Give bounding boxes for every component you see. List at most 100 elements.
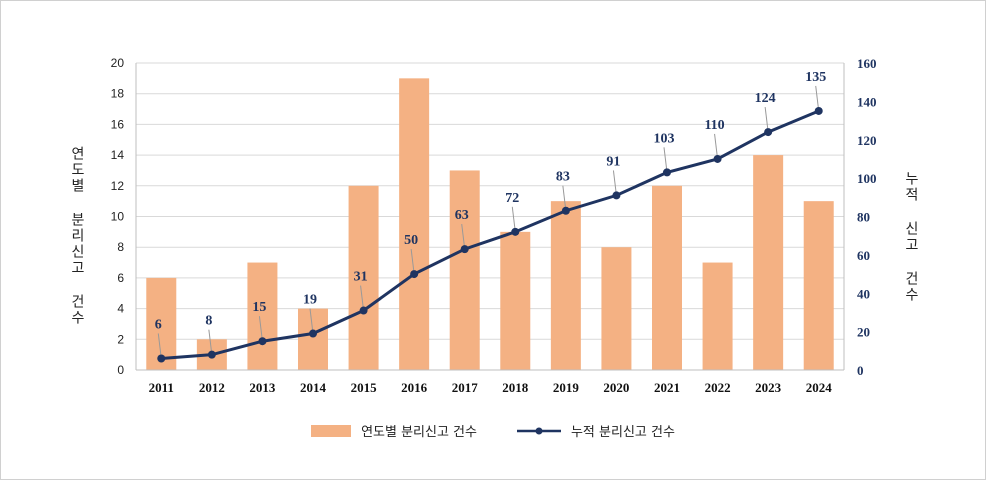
data-label: 6	[155, 317, 162, 332]
data-label: 19	[303, 293, 317, 308]
cumulative-point	[157, 354, 166, 363]
cumulative-point	[207, 350, 216, 359]
data-label-leader	[410, 249, 415, 275]
data-label-leader	[815, 85, 820, 112]
y-right-tick-label: 120	[857, 133, 877, 148]
bar	[247, 262, 278, 370]
x-tick-label: 2022	[705, 380, 731, 395]
x-tick-label: 2019	[553, 380, 580, 395]
y-right-tick-label: 160	[857, 56, 877, 71]
y-right-tick-label: 80	[857, 210, 870, 225]
x-tick-label: 2021	[654, 380, 680, 395]
bar	[753, 155, 784, 370]
bar	[399, 78, 430, 370]
bar	[601, 247, 632, 370]
x-tick-label: 2023	[755, 380, 782, 395]
data-label: 72	[505, 191, 519, 206]
data-label: 124	[755, 91, 776, 106]
cumulative-point	[612, 191, 621, 200]
legend-line-label: 누적 분리신고 건수	[570, 425, 675, 440]
data-label: 63	[455, 208, 469, 223]
data-label-leader	[461, 224, 466, 250]
y-right-tick-label: 20	[857, 325, 870, 340]
y-axis-right-label: 누적 신고 건수	[903, 171, 919, 303]
x-tick-label: 2015	[351, 380, 378, 395]
data-label-leader	[562, 185, 567, 211]
cumulative-point	[663, 168, 671, 177]
x-tick-label: 2014	[300, 380, 327, 395]
y-left-tick-label: 6	[117, 271, 124, 285]
legend: 연도별 분리신고 건수 누적 분리신고 건수	[1, 421, 985, 440]
bar	[298, 308, 328, 370]
y-right-tick-label: 140	[857, 94, 877, 109]
bar	[500, 231, 531, 370]
data-label: 50	[404, 233, 418, 248]
y-left-tick-label: 20	[111, 56, 125, 70]
y-right-tick-label: 0	[857, 363, 864, 378]
data-label-leader	[309, 308, 314, 334]
data-label-leader	[663, 147, 668, 173]
y-left-tick-label: 12	[111, 179, 125, 193]
bar	[803, 201, 834, 370]
data-label: 135	[805, 70, 826, 85]
x-tick-label: 2017	[452, 380, 479, 395]
bar	[449, 170, 480, 370]
legend-bar-label: 연도별 분리신고 건수	[361, 425, 477, 440]
data-label-leader	[208, 329, 213, 355]
y-left-tick-label: 4	[117, 302, 124, 316]
bar	[550, 201, 581, 370]
bar	[702, 262, 733, 370]
x-tick-label: 2018	[502, 380, 529, 395]
data-label-leader	[360, 285, 365, 311]
x-tick-label: 2016	[401, 380, 428, 395]
data-label: 110	[704, 118, 724, 133]
cumulative-point	[460, 245, 469, 254]
data-label-leader	[258, 316, 263, 342]
y-left-tick-label: 0	[117, 363, 124, 377]
data-label: 8	[205, 314, 212, 329]
data-label-leader	[511, 206, 516, 232]
data-label: 91	[606, 154, 620, 169]
bar	[348, 185, 379, 370]
cumulative-point	[561, 206, 570, 215]
data-label: 31	[354, 270, 368, 285]
data-label: 15	[252, 300, 266, 315]
y-left-tick-label: 14	[111, 148, 125, 162]
x-tick-label: 2024	[806, 380, 833, 395]
data-label: 83	[556, 170, 570, 185]
y-right-tick-label: 100	[857, 171, 877, 186]
bar	[652, 185, 682, 370]
cumulative-line	[161, 109, 820, 360]
cumulative-point	[359, 306, 368, 315]
legend-line-swatch	[516, 427, 561, 434]
cumulative-point	[309, 329, 317, 338]
cumulative-point	[764, 128, 773, 137]
x-tick-label: 2011	[149, 380, 174, 395]
y-left-tick-label: 18	[111, 87, 125, 101]
x-tick-label: 2012	[199, 380, 225, 395]
data-label-leader	[612, 170, 617, 196]
y-left-tick-label: 16	[111, 117, 125, 131]
y-left-tick-label: 2	[117, 332, 124, 346]
y-axis-left-label: 연도별 분리신고 건수	[69, 146, 85, 326]
y-left-tick-label: 10	[111, 210, 125, 224]
cumulative-point	[814, 106, 823, 115]
legend-item-line: 누적 분리신고 건수	[516, 421, 675, 440]
x-tick-label: 2013	[249, 380, 276, 395]
y-right-tick-label: 60	[857, 248, 870, 263]
cumulative-point	[713, 154, 722, 163]
data-label-leader	[157, 333, 162, 359]
y-left-tick-label: 8	[117, 240, 124, 254]
legend-item-bar: 연도별 분리신고 건수	[311, 421, 477, 440]
data-label-leader	[714, 133, 719, 159]
y-right-tick-label: 40	[857, 286, 870, 301]
data-label-leader	[764, 107, 769, 133]
cumulative-point	[410, 270, 419, 279]
legend-bar-swatch	[311, 424, 352, 437]
data-label: 103	[654, 131, 675, 146]
cumulative-point	[258, 337, 267, 346]
x-tick-label: 2020	[603, 380, 629, 395]
cumulative-point	[511, 227, 520, 236]
